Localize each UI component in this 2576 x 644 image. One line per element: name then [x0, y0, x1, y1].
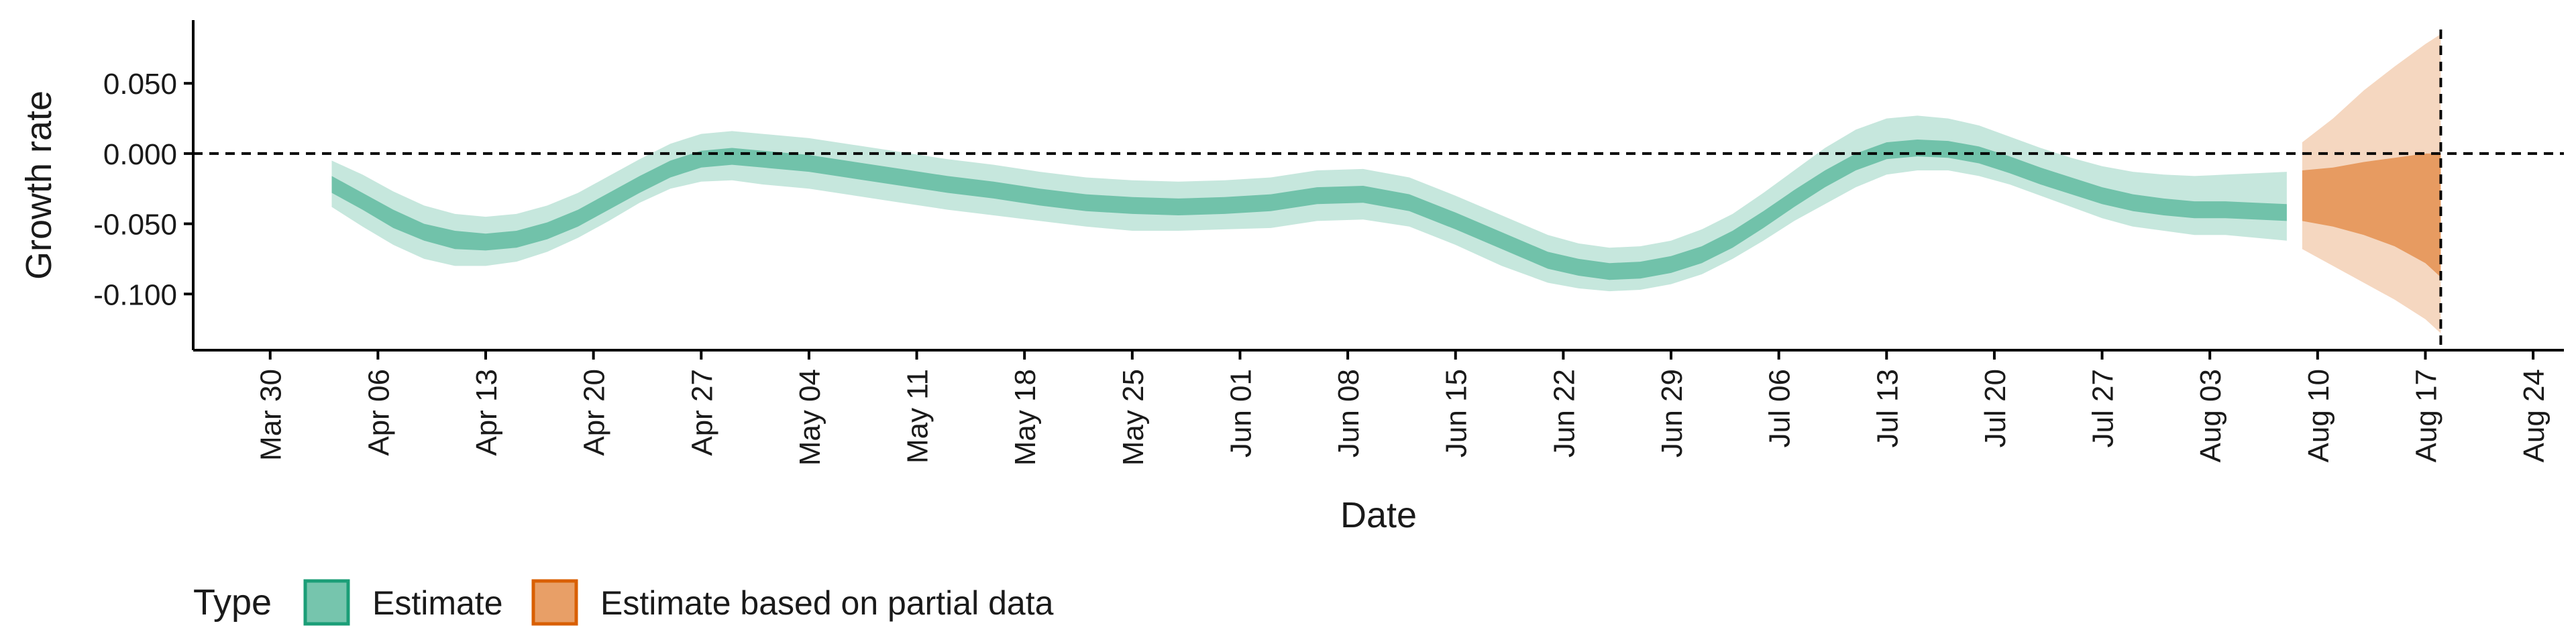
legend-label-partial: Estimate based on partial data	[600, 584, 1054, 622]
x-tick-label: Apr 13	[470, 369, 503, 456]
x-tick-label: May 18	[1009, 369, 1042, 466]
x-tick-label: Jun 22	[1548, 369, 1580, 458]
ribbon-layer	[331, 34, 2441, 333]
x-tick-label: May 25	[1117, 369, 1150, 466]
y-tick-label: 0.000	[103, 138, 177, 171]
legend-key-estimate	[303, 579, 350, 626]
x-tick-label: Apr 27	[686, 369, 718, 456]
x-tick-label: Jun 01	[1224, 369, 1257, 458]
y-tick-label: 0.050	[103, 68, 177, 101]
y-axis-label: Growth rate	[19, 91, 59, 280]
x-tick-label: Aug 17	[2410, 369, 2443, 462]
x-tick-label: Aug 03	[2194, 369, 2227, 462]
partial-estimate-band-50	[2302, 153, 2441, 278]
x-tick-label: Aug 10	[2302, 369, 2335, 462]
x-tick-label: Aug 24	[2518, 369, 2551, 462]
legend-label-estimate: Estimate	[372, 584, 503, 622]
legend: Type Estimate Estimate based on partial d…	[193, 579, 1054, 626]
x-tick-label: May 11	[902, 369, 934, 464]
x-tick-label: Apr 20	[578, 369, 611, 456]
x-tick-label: Jul 06	[1764, 369, 1796, 447]
x-tick-label: Jul 27	[2087, 369, 2120, 447]
y-tick-label: -0.050	[93, 209, 177, 241]
x-tick-label: Jun 29	[1656, 369, 1688, 458]
y-tick-label: -0.100	[93, 278, 177, 311]
x-tick-label: Jul 13	[1871, 369, 1904, 447]
x-tick-label: Apr 06	[362, 369, 395, 456]
x-tick-label: Mar 30	[255, 369, 288, 461]
legend-key-partial	[531, 579, 578, 626]
x-tick-label: Jul 20	[1979, 369, 2012, 447]
axes: 0.050 0.000 -0.050 -0.100 Mar 30 Apr 06 Apr 13…	[93, 20, 2564, 466]
legend-title: Type	[193, 582, 272, 623]
x-tick-label: Jun 15	[1440, 369, 1473, 458]
x-tick-label: Jun 08	[1332, 369, 1365, 458]
x-tick-label: May 04	[794, 369, 826, 466]
x-axis-label: Date	[1340, 495, 1417, 535]
